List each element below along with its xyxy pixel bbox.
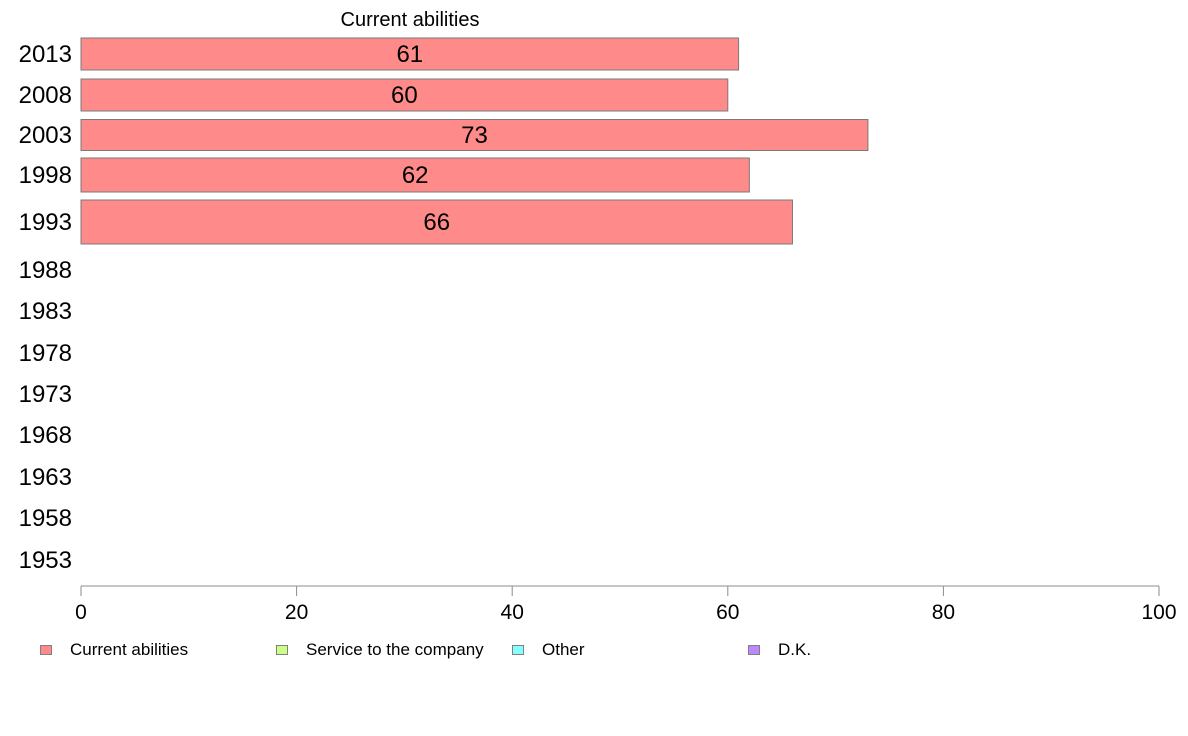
- bar: [80, 119, 869, 151]
- x-tick-label: 0: [75, 601, 87, 624]
- x-tick-label: 80: [932, 601, 955, 624]
- legend-swatch: [748, 645, 760, 655]
- legend-item-current-abilities: Current abilities: [40, 638, 188, 662]
- x-tick-label: 60: [716, 601, 739, 624]
- y-tick-label: 1983: [19, 298, 72, 325]
- y-tick-label: 2008: [19, 82, 72, 109]
- legend-label: Current abilities: [70, 640, 189, 659]
- chart-legend: Current abilities Service to the company…: [0, 638, 1188, 662]
- y-tick-label: 2003: [19, 122, 72, 149]
- bar: [80, 37, 740, 71]
- bar-value-label: 61: [396, 41, 423, 68]
- legend-swatch: [276, 645, 288, 655]
- y-tick-label: 1973: [19, 381, 72, 408]
- y-tick-label: 1968: [19, 422, 72, 449]
- legend-label: D.K.: [778, 640, 812, 659]
- y-tick-label: 2013: [19, 41, 72, 68]
- legend-item-other: Other: [512, 638, 585, 662]
- y-tick-label: 1953: [19, 547, 72, 574]
- x-tick-label: 20: [285, 601, 308, 624]
- x-tick-label: 40: [501, 601, 524, 624]
- legend-swatch: [40, 645, 52, 655]
- bar-value-label: 73: [461, 122, 488, 149]
- x-tick-label: 100: [1141, 601, 1176, 624]
- legend-label: Service to the company: [306, 640, 484, 659]
- y-tick-label: 1978: [19, 340, 72, 367]
- bar: [80, 78, 729, 112]
- bar: [80, 157, 750, 193]
- y-tick-label: 1963: [19, 464, 72, 491]
- y-tick-label: 1993: [19, 209, 72, 236]
- y-tick-label: 1998: [19, 162, 72, 189]
- legend-swatch: [512, 645, 524, 655]
- y-tick-label: 1958: [19, 505, 72, 532]
- chart-title: Current abilities: [341, 9, 480, 31]
- bar: [80, 199, 793, 245]
- bar-value-label: 62: [402, 162, 429, 189]
- legend-item-dk: D.K.: [748, 638, 811, 662]
- bar-value-label: 60: [391, 82, 418, 109]
- y-tick-label: 1988: [19, 257, 72, 284]
- legend-item-service-to-the-company: Service to the company: [276, 638, 484, 662]
- legend-label: Other: [542, 640, 585, 659]
- bar-value-label: 66: [423, 209, 450, 236]
